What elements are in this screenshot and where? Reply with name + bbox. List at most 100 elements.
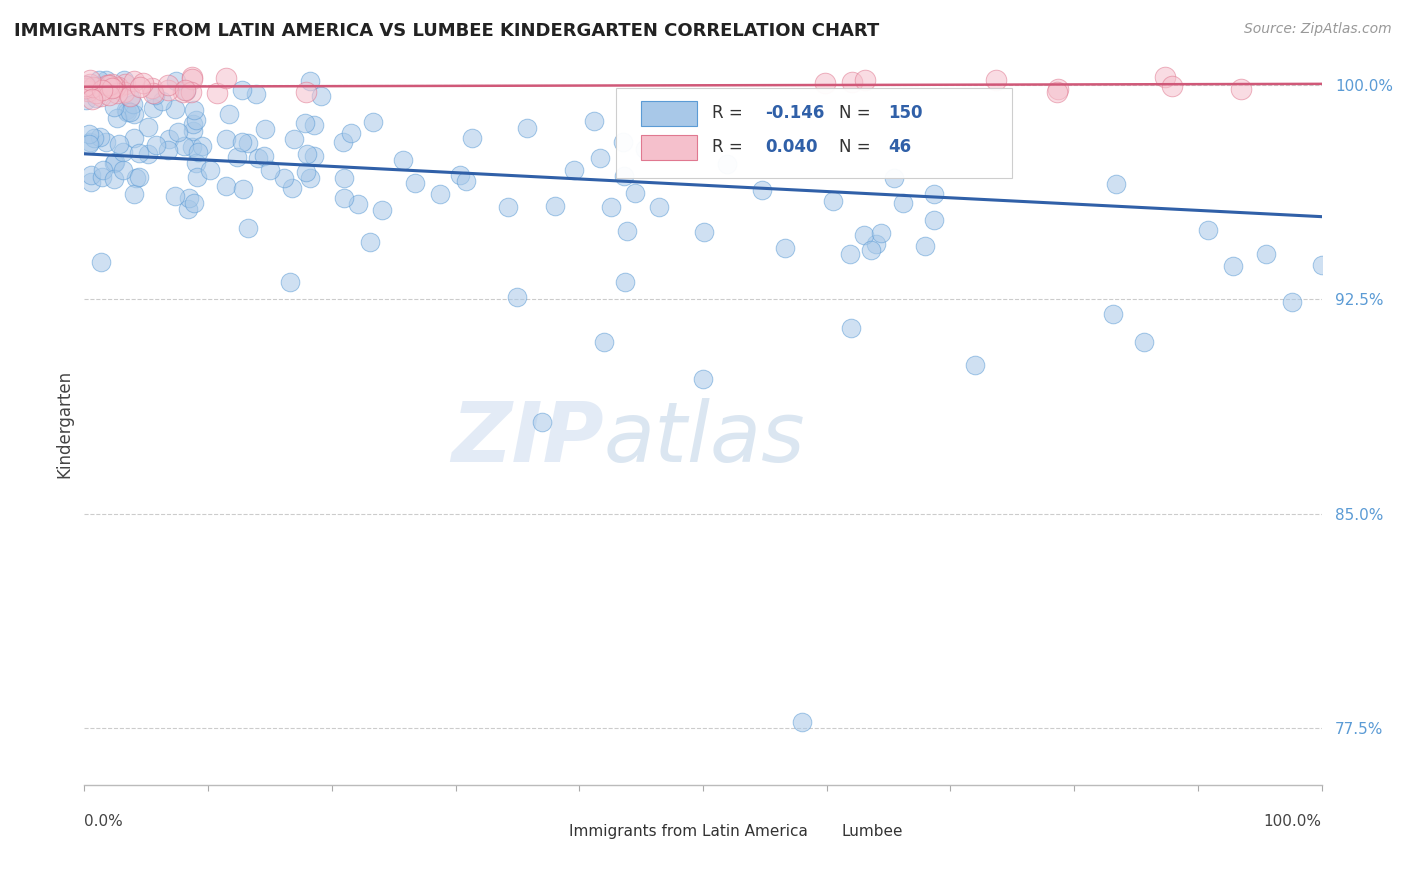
Point <box>215 178 238 193</box>
Point <box>922 186 945 201</box>
Point <box>1160 78 1182 93</box>
Point <box>298 170 321 185</box>
Point <box>922 212 945 227</box>
Text: Lumbee: Lumbee <box>842 824 903 839</box>
Point <box>634 142 657 156</box>
Point <box>226 150 249 164</box>
Point <box>105 111 128 125</box>
Point <box>87 73 110 87</box>
Point <box>79 127 101 141</box>
Point <box>333 191 356 205</box>
Point <box>157 132 180 146</box>
Point <box>96 78 118 92</box>
Point <box>165 189 187 203</box>
Point <box>392 153 415 167</box>
Point <box>295 85 318 99</box>
Point <box>142 101 165 115</box>
Point <box>965 358 987 372</box>
Point <box>278 275 301 289</box>
Text: 46: 46 <box>889 138 911 156</box>
Point <box>180 85 202 99</box>
Point <box>76 78 98 92</box>
Text: Source: ZipAtlas.com: Source: ZipAtlas.com <box>1244 22 1392 37</box>
Point <box>614 275 637 289</box>
Text: 150: 150 <box>889 104 924 122</box>
Point <box>198 163 221 178</box>
Point <box>841 321 863 335</box>
Point <box>516 121 538 136</box>
Point <box>101 80 124 95</box>
Point <box>853 72 876 87</box>
Point <box>90 255 112 269</box>
Point <box>984 72 1007 87</box>
Point <box>191 138 214 153</box>
Point <box>891 195 914 210</box>
Point <box>120 91 142 105</box>
Point <box>562 163 585 178</box>
FancyBboxPatch shape <box>801 821 830 843</box>
Point <box>103 156 125 170</box>
Point <box>120 105 142 120</box>
Point <box>87 79 110 94</box>
Point <box>773 241 796 255</box>
Point <box>79 73 101 87</box>
Point <box>454 174 477 188</box>
Point <box>1310 258 1333 272</box>
Point <box>302 149 325 163</box>
Point <box>361 114 384 128</box>
Point <box>231 135 253 149</box>
Point <box>79 168 101 182</box>
Point <box>790 715 813 730</box>
Point <box>259 162 281 177</box>
FancyBboxPatch shape <box>641 101 697 126</box>
Point <box>165 74 187 88</box>
Point <box>299 74 322 88</box>
Point <box>156 83 179 97</box>
Point <box>97 88 120 103</box>
Text: IMMIGRANTS FROM LATIN AMERICA VS LUMBEE KINDERGARTEN CORRELATION CHART: IMMIGRANTS FROM LATIN AMERICA VS LUMBEE … <box>14 22 879 40</box>
Point <box>124 106 146 120</box>
Point <box>82 79 104 94</box>
Point <box>105 86 128 100</box>
Point <box>181 117 204 131</box>
Y-axis label: Kindergarten: Kindergarten <box>55 369 73 478</box>
Point <box>145 138 167 153</box>
Point <box>129 79 152 94</box>
Point <box>143 87 166 102</box>
Point <box>1133 334 1156 349</box>
Point <box>103 172 125 186</box>
Point <box>184 112 207 127</box>
Point <box>112 73 135 87</box>
Point <box>823 194 845 208</box>
Point <box>1102 307 1125 321</box>
Text: -0.146: -0.146 <box>765 104 824 122</box>
Point <box>205 86 228 100</box>
Point <box>180 70 202 84</box>
FancyBboxPatch shape <box>616 87 1012 178</box>
Point <box>593 335 616 350</box>
FancyBboxPatch shape <box>641 135 697 160</box>
Point <box>177 202 200 216</box>
Point <box>1197 223 1219 237</box>
Point <box>90 89 112 103</box>
Point <box>1254 247 1277 261</box>
Point <box>370 202 392 217</box>
Point <box>295 147 318 161</box>
Point <box>883 171 905 186</box>
Point <box>340 126 363 140</box>
Point <box>544 199 567 213</box>
Text: atlas: atlas <box>605 398 806 479</box>
Point <box>273 171 295 186</box>
Point <box>914 239 936 253</box>
Point <box>283 132 305 146</box>
Point <box>96 72 118 87</box>
Point <box>122 187 145 202</box>
Point <box>589 151 612 165</box>
Point <box>173 83 195 97</box>
Point <box>122 74 145 88</box>
Point <box>332 136 354 150</box>
Point <box>218 107 240 121</box>
Point <box>150 94 173 108</box>
Point <box>112 145 135 160</box>
Point <box>692 372 714 386</box>
